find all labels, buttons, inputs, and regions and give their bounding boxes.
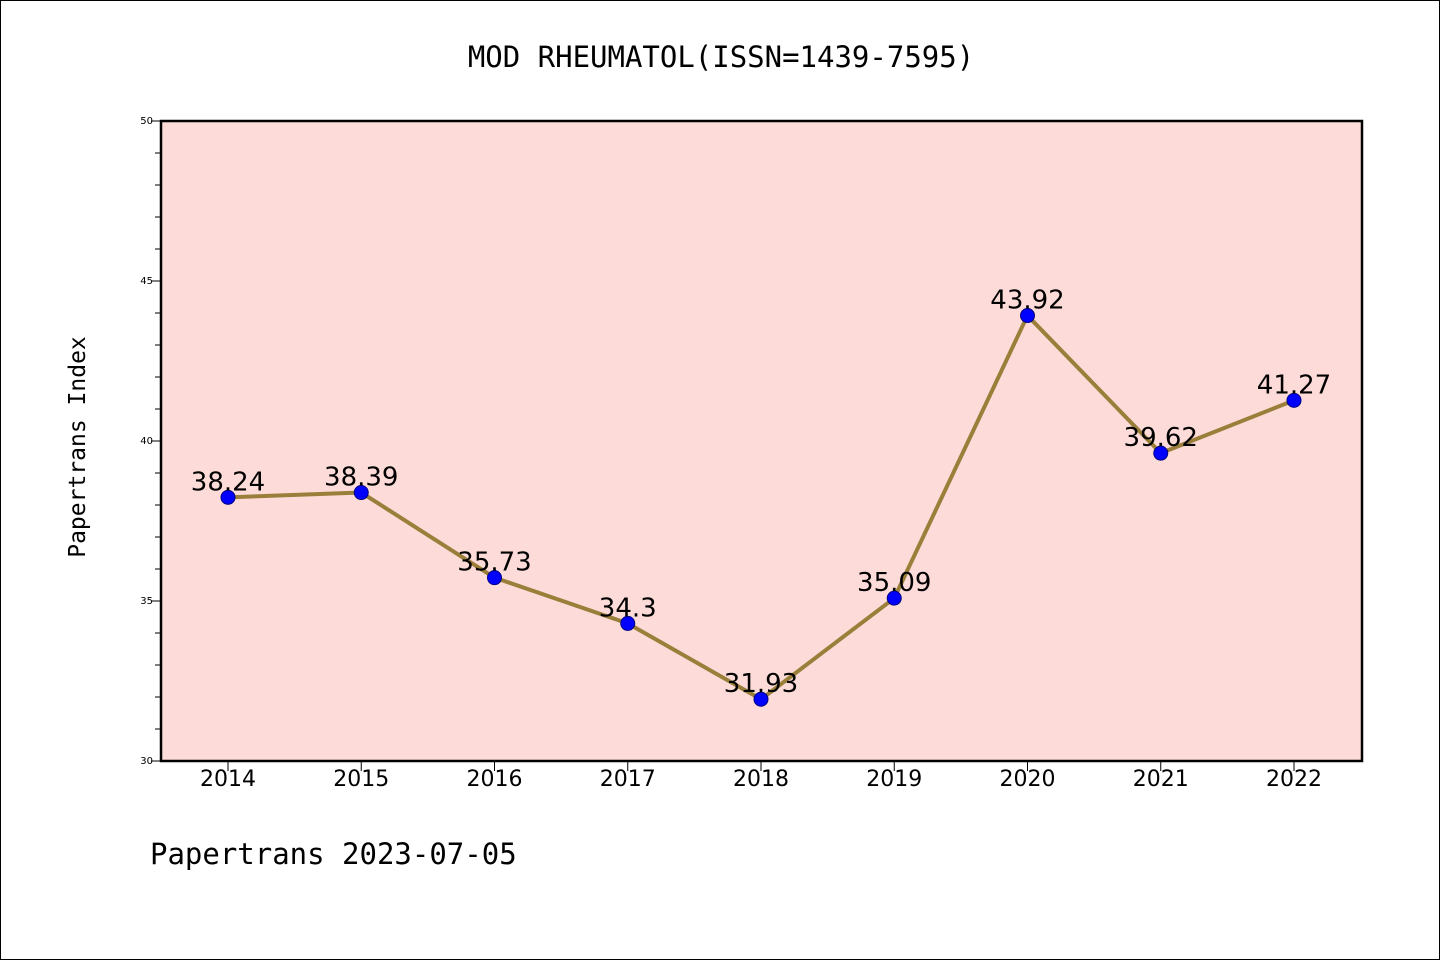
data-point: [1286, 392, 1302, 408]
data-point: [487, 570, 502, 586]
data-point: [1020, 308, 1035, 324]
chart-title: MOD RHEUMATOL(ISSN=1439-7595): [468, 40, 974, 74]
y-axis: 30 35 40 45 50: [140, 116, 161, 767]
x-tick-label: 2018: [733, 767, 789, 792]
data-label: 43.92: [990, 286, 1064, 316]
x-tick-label: 2019: [866, 767, 922, 792]
x-tick-label: 2021: [1133, 767, 1189, 792]
data-label: 35.09: [857, 568, 931, 598]
data-point: [886, 590, 902, 606]
x-axis: 2014 2015 2016 2017 2018 2019 2020 2021 2022: [200, 761, 1322, 792]
x-tick-label: 2015: [333, 767, 389, 792]
data-point: [220, 489, 236, 505]
x-tick-label: 2016: [467, 767, 523, 792]
data-label: 34.3: [599, 593, 657, 623]
data-point: [1153, 445, 1169, 461]
y-tick-label: 30: [140, 756, 153, 767]
footer-source-date: Papertrans 2023-07-05: [150, 837, 517, 871]
data-labels: 38.24 38.39 35.73 34.3 31.93 35.09 43.92 39.62 4…: [191, 286, 1331, 700]
y-axis-label: Papertrans Index: [65, 336, 91, 558]
data-label: 41.27: [1257, 370, 1331, 400]
plot-area: [159, 119, 1364, 763]
data-label: 38.39: [324, 463, 398, 493]
data-point: [753, 691, 769, 707]
x-tick-label: 2017: [600, 767, 656, 792]
data-label: 31.93: [724, 669, 798, 699]
y-tick-label: 50: [140, 116, 153, 127]
x-tick-label: 2020: [1000, 767, 1056, 792]
x-tick-label: 2022: [1266, 767, 1322, 792]
series-markers: [220, 308, 1302, 707]
data-label: 39.62: [1124, 423, 1198, 453]
y-tick-label: 35: [140, 596, 153, 607]
data-point: [620, 615, 636, 631]
data-point: [353, 485, 369, 501]
data-label: 38.24: [191, 467, 265, 497]
x-tick-label: 2014: [200, 767, 256, 792]
data-label: 35.73: [457, 548, 531, 578]
y-tick-label: 45: [140, 276, 153, 287]
y-tick-label: 40: [140, 436, 153, 447]
